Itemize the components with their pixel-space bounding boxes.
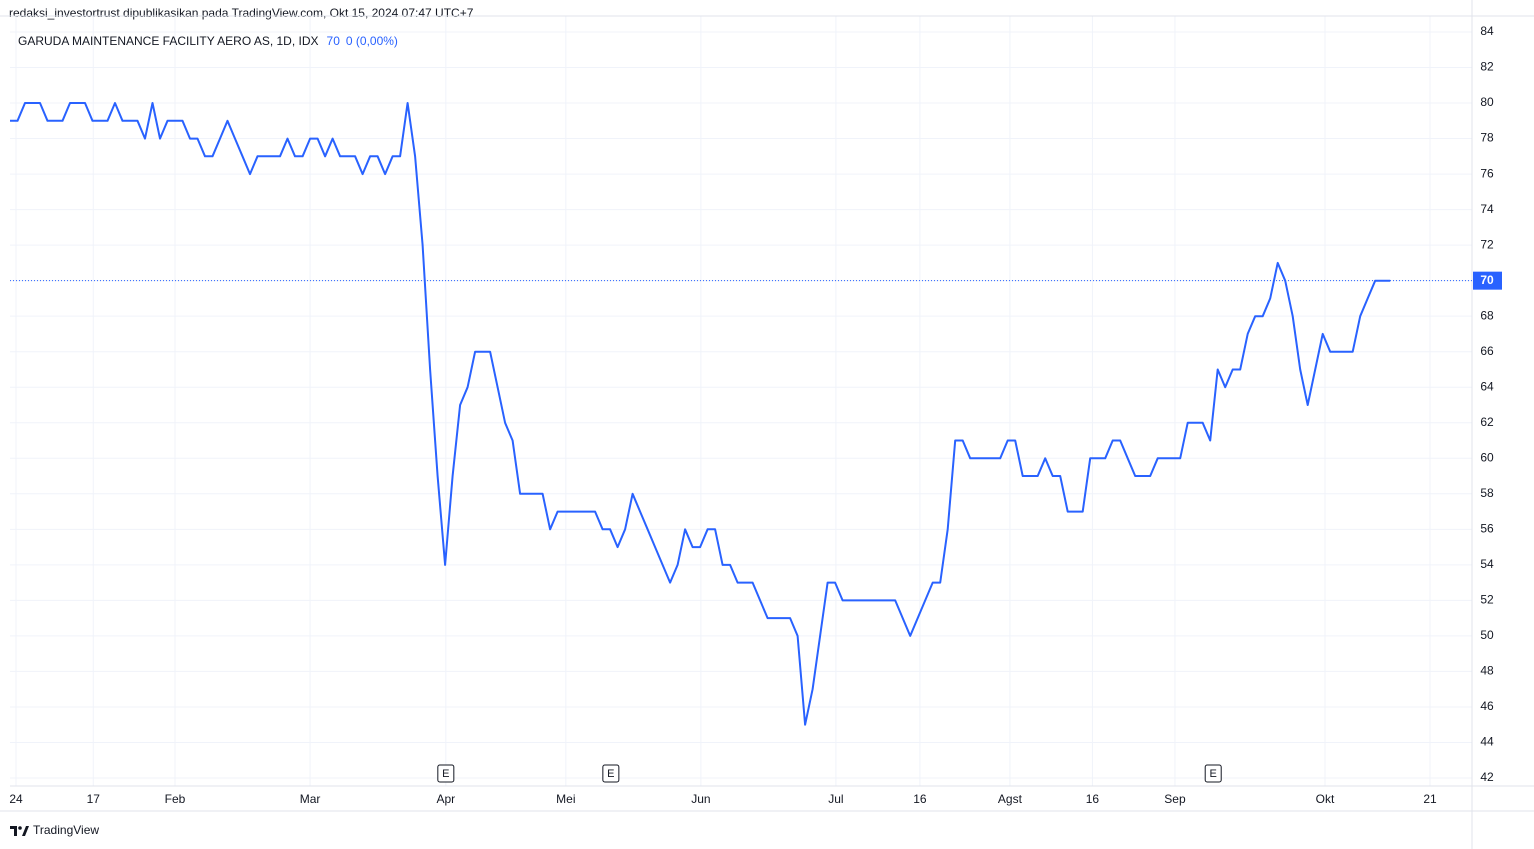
y-tick-label: 52 [1480,593,1494,607]
x-tick-label: 21 [1423,792,1437,806]
y-tick-label: 82 [1480,60,1494,74]
y-tick-label: 48 [1480,664,1494,678]
x-tick-label: Apr [436,792,455,806]
y-tick-label: 68 [1480,308,1494,322]
y-tick-label: 62 [1480,415,1494,429]
y-tick-label: 44 [1480,735,1494,749]
event-label: E [1210,768,1217,780]
event-label: E [607,768,614,780]
x-tick-label: Jul [828,792,843,806]
symbol-header: GARUDA MAINTENANCE FACILITY AERO AS, 1D,… [18,34,398,48]
y-tick-label: 50 [1480,628,1494,642]
y-tick-label: 54 [1480,557,1494,571]
x-tick-label: Agst [998,792,1023,806]
x-tick-label: 17 [87,792,101,806]
x-tick-label: Feb [165,792,186,806]
y-tick-label: 84 [1480,24,1494,38]
price-label-box [1473,271,1502,290]
publisher-note: redaksi_investortrust dipublikasikan pad… [9,6,474,20]
x-tick-label: Jun [691,792,710,806]
price-line [10,102,1391,726]
y-tick-label: 66 [1480,344,1494,358]
event-marker [437,764,455,783]
x-tick-label: Okt [1316,792,1335,806]
header-last: 70 [327,34,341,48]
x-tick-label: Mar [300,792,321,806]
event-label: E [442,768,449,780]
price-label: 70 [1480,273,1494,287]
y-tick-label: 46 [1480,699,1494,713]
y-tick-label: 58 [1480,486,1494,500]
y-tick-label: 60 [1480,450,1494,464]
y-tick-label: 56 [1480,522,1494,536]
x-tick-label: Sep [1164,792,1186,806]
y-tick-label: 76 [1480,166,1494,180]
brand-logo [10,826,29,836]
x-tick-label: 24 [9,792,23,806]
y-tick-label: 74 [1480,202,1494,216]
symbol-name: GARUDA MAINTENANCE FACILITY AERO AS, 1D,… [18,34,319,48]
y-tick-label: 72 [1480,237,1494,251]
event-marker [1204,764,1222,783]
header-change: 0 (0,00%) [346,34,398,48]
y-tick-label: 78 [1480,131,1494,145]
y-tick-label: 64 [1480,379,1494,393]
x-tick-label: 16 [913,792,927,806]
brand-name: TradingView [33,823,99,837]
y-tick-label: 80 [1480,95,1494,109]
x-tick-label: Mei [556,792,575,806]
event-marker [602,764,620,783]
x-tick-label: 16 [1086,792,1100,806]
y-tick-label: 42 [1480,770,1494,784]
